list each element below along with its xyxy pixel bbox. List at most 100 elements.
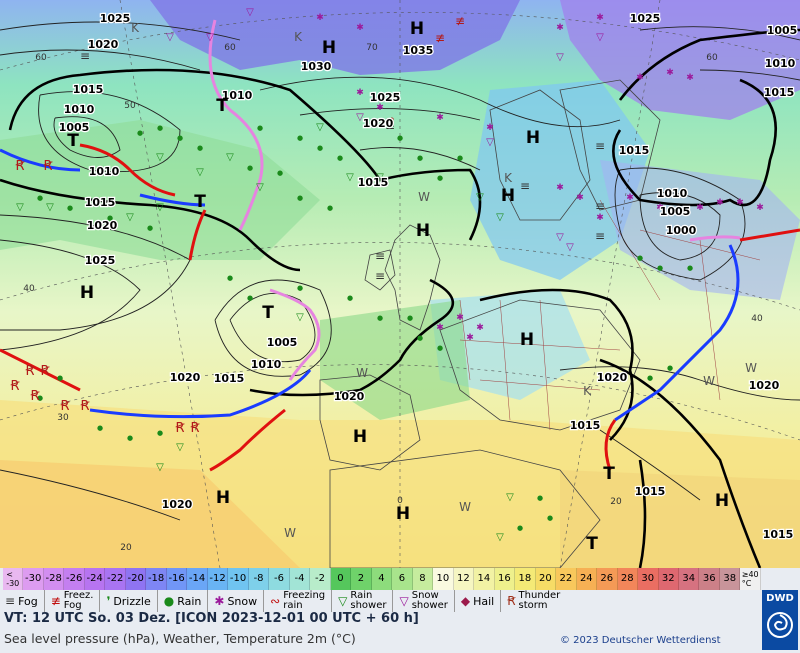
snow-icon: ✱ bbox=[436, 113, 444, 123]
fog-icon: ≡ bbox=[5, 594, 16, 608]
fog-icon: ≡ bbox=[595, 199, 605, 213]
scale-cell: 22 bbox=[556, 568, 577, 590]
scale-cell: -6 bbox=[269, 568, 290, 590]
scale-cell: -22 bbox=[105, 568, 126, 590]
rain-shower-icon: ▽ bbox=[338, 594, 348, 608]
rain-shower-icon: ▽ bbox=[376, 172, 384, 183]
snow-shower-icon: ▽ bbox=[166, 32, 174, 43]
isobar-label: 1010 bbox=[222, 89, 253, 102]
isobar-label: 1015 bbox=[635, 485, 666, 498]
snow-icon: ✱ bbox=[556, 183, 564, 193]
scale-cell: -18 bbox=[146, 568, 167, 590]
isobar-label: 1000 bbox=[666, 224, 697, 237]
scale-cell: 32 bbox=[658, 568, 679, 590]
rain-shower-icon: ▽ bbox=[346, 172, 354, 183]
snow-icon: ✱ bbox=[456, 313, 464, 323]
snow-icon: ✱ bbox=[666, 68, 674, 78]
legend-drizzle: ❜ Drizzle bbox=[106, 590, 158, 612]
rain-icon: ● bbox=[647, 374, 653, 382]
scale-cell: 14 bbox=[474, 568, 495, 590]
isobar-label: 1005 bbox=[660, 205, 691, 218]
rain-icon: ● bbox=[297, 194, 303, 202]
snow-shower-icon: ▽ bbox=[356, 112, 364, 123]
snow-shower-icon: ▽ bbox=[556, 232, 564, 243]
rain-icon: ● bbox=[547, 514, 553, 522]
rain-icon: ● bbox=[97, 424, 103, 432]
isobar-label: 1005 bbox=[267, 336, 298, 349]
graticule bbox=[0, 0, 800, 568]
rain-icon: ● bbox=[57, 374, 63, 382]
scale-cell: 34 bbox=[678, 568, 700, 590]
snow-icon: ✱ bbox=[756, 203, 764, 213]
temperature-isoline-label: 40 bbox=[23, 284, 35, 294]
snow-shower-icon: ▽ bbox=[486, 137, 494, 148]
scale-cell: ≥40 °C bbox=[740, 568, 761, 590]
high-pressure-label: H bbox=[396, 504, 410, 524]
low-pressure-label: T bbox=[586, 534, 598, 554]
isobar-label: 1015 bbox=[73, 83, 104, 96]
snow-shower-icon: ▽ bbox=[399, 594, 409, 608]
isobar-label: 1030 bbox=[301, 60, 332, 73]
isobar-label: 1010 bbox=[657, 187, 688, 200]
isobar-label: 1010 bbox=[765, 57, 796, 70]
valid-time: VT: 12 UTC So. 03 Dez. [ICON 2023-12-01 … bbox=[4, 611, 419, 626]
isobar-label: 1020 bbox=[170, 371, 201, 384]
snow-icon: ✱ bbox=[576, 193, 584, 203]
low-pressure-label: T bbox=[67, 131, 79, 151]
thunderstorm-icon: Ꞧ bbox=[30, 389, 39, 404]
high-pressure-label: H bbox=[353, 427, 367, 447]
snow-icon: ✱ bbox=[486, 123, 494, 133]
rain-icon: ● bbox=[107, 214, 113, 222]
drizzle-icon: ❜ bbox=[106, 594, 111, 608]
scale-cell: 36 bbox=[699, 568, 720, 590]
temperature-isoline-label: 0 bbox=[397, 496, 403, 506]
rain-icon: ● bbox=[417, 154, 423, 162]
isobar-label: 1020 bbox=[87, 219, 118, 232]
cold-fronts bbox=[0, 148, 740, 422]
rain-icon: ● bbox=[537, 494, 543, 502]
thunderstorm-icon: Ꞧ bbox=[175, 421, 184, 436]
snow-icon: ✱ bbox=[436, 323, 444, 333]
fog-icon: ≡ bbox=[520, 179, 530, 193]
scale-cell: -30 bbox=[23, 568, 44, 590]
snow-icon: ✱ bbox=[686, 73, 694, 83]
rain-icon: ● bbox=[163, 594, 175, 608]
scale-cell: -26 bbox=[64, 568, 85, 590]
snow-icon: ✱ bbox=[356, 88, 364, 98]
snow-icon: ✱ bbox=[214, 594, 225, 608]
snow-icon: ✱ bbox=[596, 13, 604, 23]
scale-cell: -28 bbox=[43, 568, 65, 590]
isobar-label: 1015 bbox=[358, 176, 389, 189]
isobar-label: 1010 bbox=[251, 358, 282, 371]
scale-cell: 38 bbox=[719, 568, 741, 590]
snow-icon: ✱ bbox=[356, 23, 364, 33]
rain-icon: ● bbox=[687, 264, 693, 272]
rain-shower-icon: ▽ bbox=[156, 152, 164, 163]
snow-shower-icon: ▽ bbox=[246, 7, 254, 18]
rain-icon: ● bbox=[347, 294, 353, 302]
fog-icon: ≡ bbox=[375, 249, 385, 263]
rain-shower-icon: ▽ bbox=[506, 492, 514, 503]
rain-icon: ● bbox=[667, 364, 673, 372]
scale-cell: < -30 bbox=[3, 568, 24, 590]
rain-shower-icon: ▽ bbox=[156, 462, 164, 473]
thunderstorm-icon: Ꞧ bbox=[43, 159, 52, 174]
warm-region bbox=[560, 470, 800, 568]
rain-shower-icon: ▽ bbox=[296, 312, 304, 323]
weather-symbols: ● ● ● ● ● ● ● ● ● ● ● ● ● ● ● ● ● ● ● ● ● ● ● ● ● ● ● ● ● ● ● ● ● ● ● ● ● ● ● ●… bbox=[10, 7, 763, 543]
thunderstorm-icon: Ꞧ bbox=[25, 364, 34, 379]
scale-cell: 20 bbox=[535, 568, 557, 590]
rain-shower-icon: ▽ bbox=[46, 202, 54, 213]
scale-cell: 18 bbox=[515, 568, 536, 590]
air-mass-label: W bbox=[745, 361, 757, 375]
scale-cell: -24 bbox=[84, 568, 106, 590]
rain-shower-icon: ▽ bbox=[476, 192, 484, 203]
thunderstorm-icon: Ꞧ bbox=[80, 399, 89, 414]
thunderstorm-icon: Ꞧ bbox=[10, 379, 19, 394]
isobar-label: 1010 bbox=[64, 103, 95, 116]
freezing-fog-icon: ≢ bbox=[50, 594, 61, 608]
temperature-isoline-label: 40 bbox=[751, 314, 763, 324]
scale-cell: -20 bbox=[125, 568, 147, 590]
isobar-label: 1015 bbox=[570, 419, 601, 432]
cold-region bbox=[560, 0, 800, 120]
